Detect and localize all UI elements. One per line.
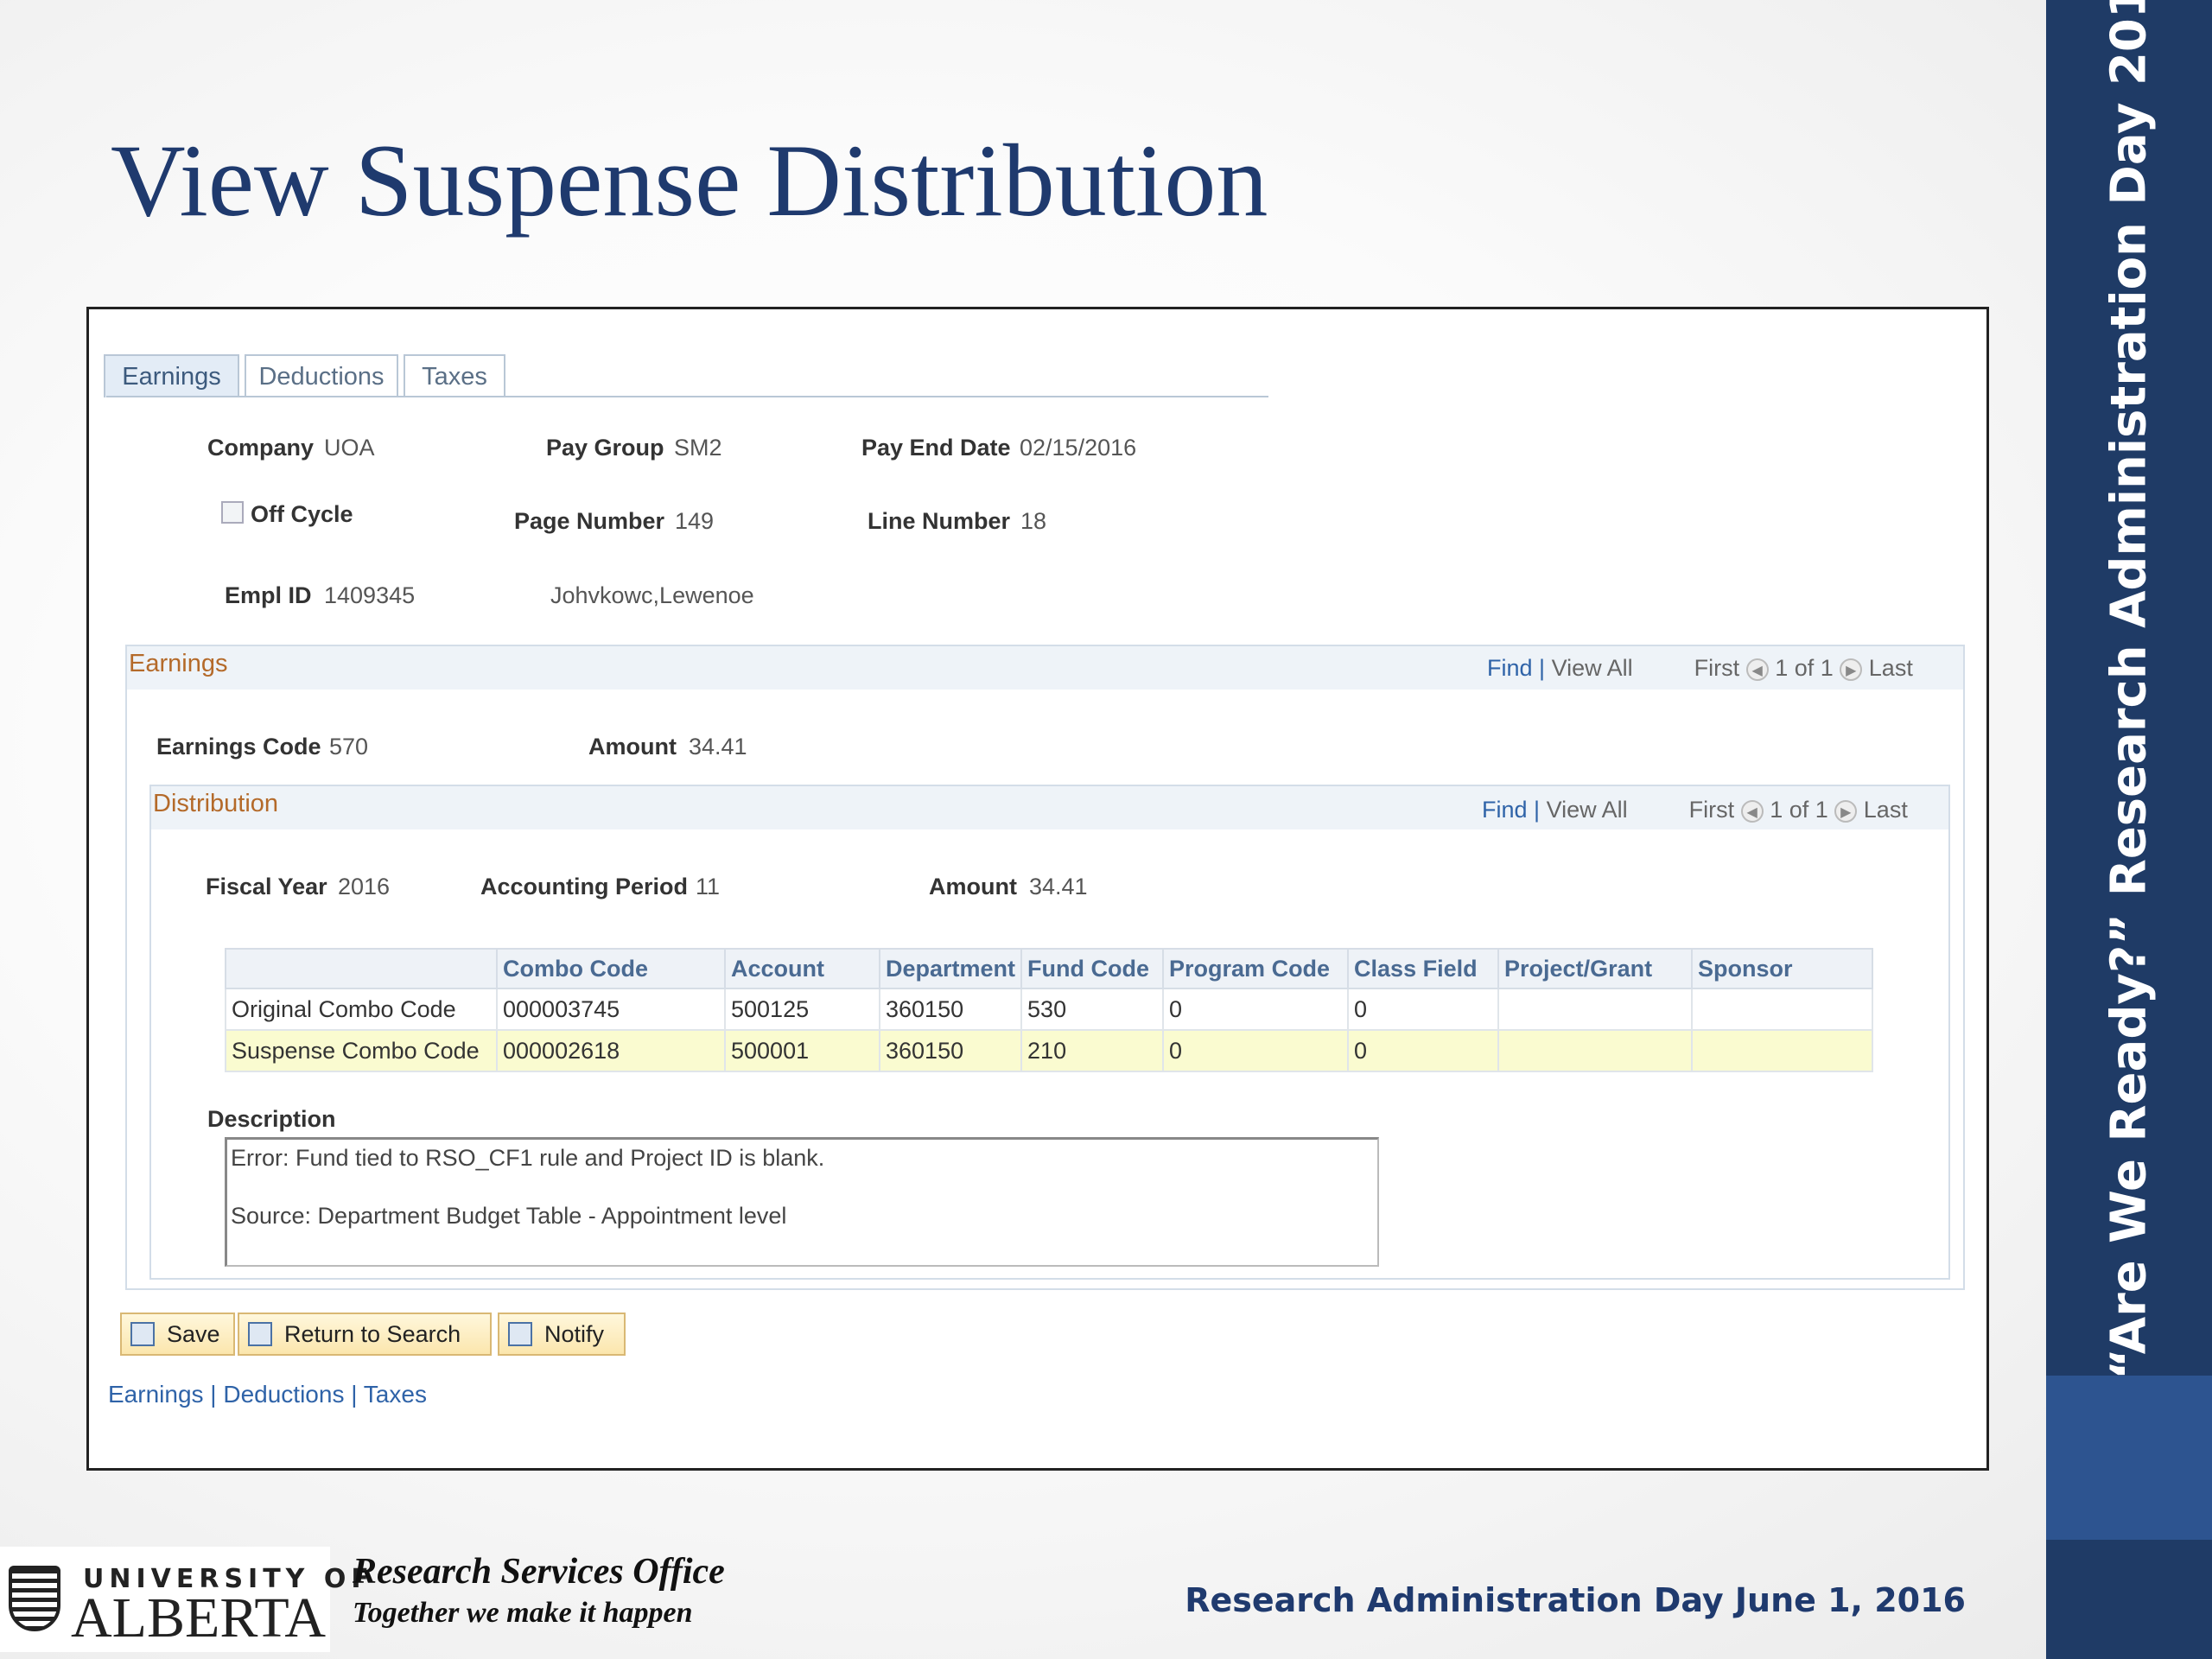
crest-icon (9, 1566, 60, 1631)
footer-links: Earnings | Deductions | Taxes (108, 1381, 427, 1408)
distribution-first-link[interactable]: First (1688, 797, 1735, 823)
empl-id-value: 1409345 (324, 582, 416, 608)
return-to-search-button[interactable]: Return to Search (238, 1313, 492, 1356)
column-header: Class Field (1347, 948, 1500, 989)
footer-link-deductions[interactable]: Deductions (223, 1381, 345, 1408)
distribution-row-count: 1 of 1 (1770, 797, 1828, 823)
combo-code-grid: Combo Code Account Department Fund Code … (225, 948, 1873, 1072)
earnings-amount-value: 34.41 (689, 734, 747, 760)
company-label: Company (207, 435, 315, 461)
line-number-value: 18 (1020, 508, 1047, 534)
column-header: Fund Code (1020, 948, 1165, 989)
pay-group-label: Pay Group (546, 435, 664, 461)
description-label: Description (207, 1106, 336, 1132)
page-number-value: 149 (675, 508, 715, 534)
column-header: Department (878, 948, 1023, 989)
distribution-last-link[interactable]: Last (1863, 797, 1908, 823)
earnings-nav: Find | View All First ◀ 1 of 1 ▶ Last (1487, 655, 1913, 681)
off-cycle-checkbox[interactable] (221, 501, 244, 524)
prev-arrow-icon[interactable]: ◀ (1740, 799, 1764, 823)
table-row: Suspense Combo Code 000002618 500001 360… (225, 1029, 1873, 1072)
earnings-last-link[interactable]: Last (1868, 655, 1913, 681)
pay-group-value: SM2 (674, 435, 722, 461)
next-arrow-icon[interactable]: ▶ (1834, 799, 1858, 823)
footer-link-earnings[interactable]: Earnings (108, 1381, 204, 1408)
empl-id-label: Empl ID (225, 582, 312, 608)
column-header: Program Code (1162, 948, 1350, 989)
distribution-nav: Find | View All First ◀ 1 of 1 ▶ Last (1482, 797, 1908, 823)
event-caption: Research Administration Day June 1, 2016 (1185, 1581, 1966, 1619)
accounting-period-value: 11 (696, 874, 721, 899)
distribution-amount-label: Amount (929, 874, 1017, 899)
column-header: Combo Code (496, 948, 726, 989)
slide-sidebar (2046, 0, 2212, 1659)
off-cycle-label: Off Cycle (251, 501, 353, 527)
earnings-title: Earnings (129, 650, 228, 677)
tab-taxes[interactable]: Taxes (404, 354, 505, 397)
peoplesoft-screenshot: Earnings Deductions Taxes Company UOA Pa… (86, 307, 1989, 1471)
earnings-code-value: 570 (329, 734, 369, 760)
office-name: Research Services Office (353, 1552, 725, 1592)
university-main-text: ALBERTA (71, 1586, 327, 1649)
description-textarea[interactable]: Error: Fund tied to RSO_CF1 rule and Pro… (225, 1137, 1379, 1267)
slide-title: View Suspense Distribution (111, 123, 1268, 238)
line-number-label: Line Number (868, 508, 1011, 534)
accounting-period-label: Accounting Period (480, 874, 689, 899)
employee-name: Johvkowc,Lewenoe (550, 582, 754, 608)
distribution-find-link[interactable]: Find (1482, 797, 1528, 823)
column-header: Sponsor (1691, 948, 1873, 989)
search-icon (248, 1321, 272, 1346)
prev-arrow-icon[interactable]: ◀ (1745, 658, 1769, 681)
office-tagline: Together we make it happen (353, 1597, 693, 1629)
earnings-view-all-link[interactable]: View All (1551, 655, 1633, 681)
earnings-first-link[interactable]: First (1694, 655, 1740, 681)
column-header (225, 948, 498, 989)
distribution-group: Distribution Find | View All First ◀ 1 o… (149, 785, 1950, 1280)
notify-icon (508, 1321, 532, 1346)
page-number-label: Page Number (514, 508, 665, 534)
earnings-row-count: 1 of 1 (1775, 655, 1834, 681)
earnings-group: Earnings Find | View All First ◀ 1 of 1 … (125, 645, 1965, 1290)
notify-button[interactable]: Notify (498, 1313, 626, 1356)
next-arrow-icon[interactable]: ▶ (1840, 658, 1863, 681)
save-icon (130, 1321, 155, 1346)
footer-link-taxes[interactable]: Taxes (363, 1381, 427, 1408)
distribution-amount-value: 34.41 (1029, 874, 1088, 899)
fiscal-year-value: 2016 (338, 874, 391, 899)
pay-end-date-value: 02/15/2016 (1020, 435, 1137, 461)
column-header: Project/Grant (1497, 948, 1694, 989)
distribution-title: Distribution (153, 790, 279, 817)
earnings-amount-label: Amount (588, 734, 677, 760)
company-value: UOA (324, 435, 375, 461)
distribution-view-all-link[interactable]: View All (1546, 797, 1628, 823)
tab-earnings[interactable]: Earnings (104, 354, 239, 397)
fiscal-year-label: Fiscal Year (206, 874, 327, 899)
university-top-text: UNIVERSITY OF (83, 1564, 374, 1594)
tab-deductions[interactable]: Deductions (245, 354, 398, 397)
column-header: Account (724, 948, 880, 989)
earnings-code-label: Earnings Code (156, 734, 321, 760)
tab-underline (106, 396, 1268, 397)
sidebar-text: “Are We Ready?” Research Administration … (2101, 0, 2158, 1380)
table-row: Original Combo Code 000003745 500125 360… (225, 988, 1873, 1031)
pay-end-date-label: Pay End Date (861, 435, 1011, 461)
earnings-find-link[interactable]: Find (1487, 655, 1533, 681)
save-button[interactable]: Save (120, 1313, 235, 1356)
university-logo: UNIVERSITY OF ALBERTA (0, 1547, 369, 1652)
